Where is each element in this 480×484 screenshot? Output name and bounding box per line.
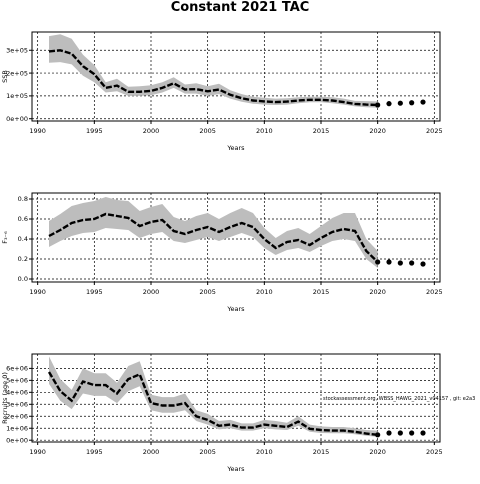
- x-tick-label: 2005: [199, 288, 216, 296]
- forecast-point: [386, 101, 392, 107]
- x-tick-label: 1990: [29, 127, 46, 135]
- x-axis-label: Years: [226, 305, 245, 313]
- x-tick-label: 1995: [86, 288, 103, 296]
- page-title: Constant 2021 TAC: [170, 0, 310, 15]
- plot-frame: [31, 192, 441, 283]
- y-tick-label: 3e+05: [6, 46, 28, 54]
- forecast-point: [409, 260, 415, 266]
- y-tick-label: 4e+06: [6, 389, 28, 397]
- x-tick-label: 1990: [29, 448, 46, 456]
- plot-frame: [31, 353, 441, 443]
- confidence-band: [49, 197, 378, 268]
- y-tick-label: 0e+00: [6, 115, 28, 123]
- watermark: stockassessment.org, WBSS_HAWG_2021_v041…: [323, 396, 475, 402]
- y-tick-label: 0.6: [18, 215, 28, 223]
- chart-panel-1: 1990 1995 2000 2005 2010 2015 2020 2025 0e+00 1e+…: [1, 31, 443, 152]
- x-tick-label: 2015: [313, 448, 330, 456]
- y-tick-label: 1e+05: [6, 92, 28, 100]
- x-tick-label: 2005: [199, 127, 216, 135]
- x-axis-label: Years: [226, 144, 245, 152]
- y-tick-label: 0.8: [18, 195, 28, 203]
- y-tick-label: 3e+06: [6, 400, 28, 408]
- forecast-point: [397, 100, 403, 106]
- forecast-point: [420, 430, 426, 436]
- forecast-point: [420, 261, 426, 267]
- y-tick-label: 0.0: [18, 275, 28, 283]
- forecast-point: [397, 260, 403, 266]
- y-tick-label: 0.2: [18, 255, 28, 263]
- forecast-point: [386, 259, 392, 265]
- plot-frame: [31, 31, 441, 122]
- y-tick-label: 2e+05: [6, 69, 28, 77]
- y-axis-label: Recruits (age 0): [1, 372, 9, 424]
- confidence-band: [49, 34, 378, 108]
- forecast-point: [375, 102, 381, 108]
- forecast-point: [397, 430, 403, 436]
- y-axis-label: SSB: [1, 70, 9, 83]
- forecast-point: [386, 430, 392, 436]
- y-tick-label: 0.4: [18, 235, 28, 243]
- estimate-line: [48, 49, 378, 107]
- x-tick-label: 2025: [426, 448, 443, 456]
- x-tick-label: 2020: [369, 288, 386, 296]
- forecast-point: [375, 259, 381, 265]
- y-tick-label: 6e+06: [6, 365, 28, 373]
- y-tick-label: 2e+06: [6, 412, 28, 420]
- x-tick-label: 2025: [426, 288, 443, 296]
- y-tick-label: 5e+06: [6, 377, 28, 385]
- x-tick-label: 2010: [256, 127, 273, 135]
- forecast-point: [420, 99, 426, 105]
- chart-panel-2: 1990 1995 2000 2005 2010 2015 2020 2025 0.0 0.2 0.…: [1, 192, 443, 313]
- x-tick-label: 2025: [426, 127, 443, 135]
- x-tick-label: 2000: [143, 127, 160, 135]
- x-tick-label: 2015: [313, 127, 330, 135]
- x-tick-label: 1995: [86, 127, 103, 135]
- x-tick-label: 2005: [199, 448, 216, 456]
- x-tick-label: 2020: [369, 127, 386, 135]
- x-tick-label: 1995: [86, 448, 103, 456]
- forecast-point: [409, 100, 415, 106]
- estimate-line: [48, 212, 379, 263]
- x-tick-label: 2010: [256, 448, 273, 456]
- x-tick-label: 2000: [143, 448, 160, 456]
- y-tick-label: 1e+06: [6, 424, 28, 432]
- x-tick-label: 2020: [369, 448, 386, 456]
- x-tick-label: 1990: [29, 288, 46, 296]
- x-axis-label: Years: [226, 465, 245, 473]
- y-tick-label: 0e+00: [6, 436, 28, 444]
- x-tick-label: 2000: [143, 288, 160, 296]
- forecast-point: [375, 432, 381, 438]
- y-axis-label: F₃₋₆: [1, 231, 9, 244]
- confidence-band: [49, 356, 378, 437]
- estimate-line: [47, 371, 378, 436]
- forecast-point: [409, 430, 415, 436]
- chart-panel-3: 1990 1995 2000 2005 2010 2015 2020 2025 0e+00 1e+…: [1, 353, 443, 473]
- x-tick-label: 2010: [256, 288, 273, 296]
- x-tick-label: 2015: [313, 288, 330, 296]
